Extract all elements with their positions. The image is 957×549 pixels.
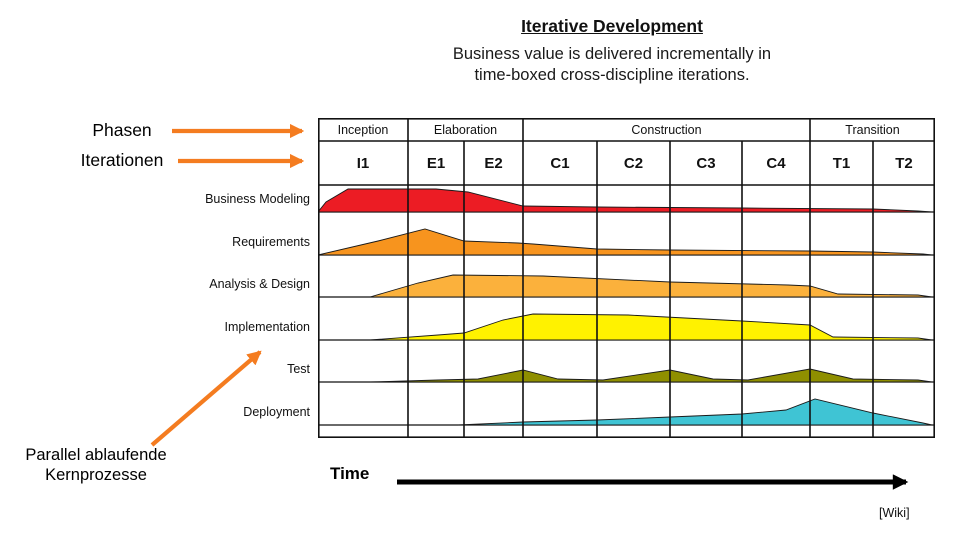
row-label-test: Test <box>287 362 310 376</box>
iteration-label-c3: C3 <box>696 154 716 172</box>
iterationen-annotation: Iterationen <box>80 150 164 170</box>
chart-grid <box>318 118 935 438</box>
hump-requirements <box>318 228 933 256</box>
hump-chart-svg <box>318 118 935 438</box>
phase-label-elaboration: Elaboration <box>433 122 498 137</box>
time-axis-label: Time <box>330 464 370 483</box>
attribution: [Wiki] <box>879 506 910 520</box>
hump-analysis-design <box>369 274 933 298</box>
hump-implementation <box>369 313 933 341</box>
hump-business-modeling <box>318 188 933 213</box>
page-title: Iterative Development <box>521 16 703 36</box>
row-label-requirements: Requirements <box>232 235 310 249</box>
iteration-label-e2: E2 <box>484 154 503 172</box>
kernprozesse-line-2: Kernprozesse <box>45 466 147 484</box>
iteration-label-c2: C2 <box>623 154 644 172</box>
title-block: Iterative Development Business value is … <box>288 16 936 86</box>
phase-label-transition: Transition <box>845 122 900 137</box>
iteration-label-c1: C1 <box>550 154 570 172</box>
kernprozesse-line-1: Parallel ablaufende <box>25 446 167 464</box>
phase-label-construction: Construction <box>631 122 702 137</box>
row-label-business-modeling: Business Modeling <box>205 192 310 206</box>
kernprozesse-annotation: Parallel ablaufende Kernprozesse <box>0 445 192 485</box>
iteration-label-t1: T1 <box>832 154 851 172</box>
hump-chart: Inception Elaboration Construction Transiti… <box>318 118 935 438</box>
phasen-annotation: Phasen <box>92 120 152 140</box>
iteration-label-c4: C4 <box>766 154 786 172</box>
iteration-label-e1: E1 <box>426 154 446 172</box>
subtitle-line-1: Business value is delivered incrementall… <box>452 45 772 63</box>
iteration-label-t2: T2 <box>895 154 913 172</box>
iteration-label-i1: I1 <box>356 154 370 172</box>
row-label-implementation: Implementation <box>224 320 310 334</box>
subtitle-line-2: time-boxed cross-discipline iterations. <box>474 66 750 84</box>
row-label-deployment: Deployment <box>243 405 310 419</box>
hump-test <box>369 368 933 383</box>
phase-label-inception: Inception <box>337 122 389 137</box>
row-label-analysis-design: Analysis & Design <box>209 277 310 291</box>
hump-deployment <box>457 398 933 426</box>
kernprozesse-arrow-icon <box>150 350 262 447</box>
